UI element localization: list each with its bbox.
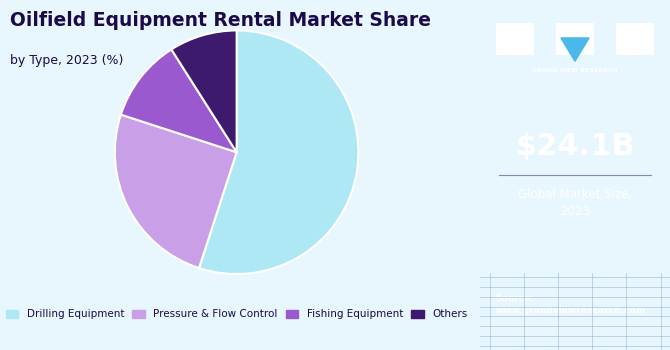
Wedge shape xyxy=(199,30,358,274)
Text: $24.1B: $24.1B xyxy=(515,133,634,161)
Wedge shape xyxy=(121,49,237,152)
Text: by Type, 2023 (%): by Type, 2023 (%) xyxy=(10,54,123,67)
Text: GRAND VIEW RESEARCH: GRAND VIEW RESEARCH xyxy=(532,68,618,73)
Bar xyxy=(555,23,594,55)
Bar xyxy=(616,23,655,55)
Text: Oilfield Equipment Rental Market Share: Oilfield Equipment Rental Market Share xyxy=(10,10,431,29)
Bar xyxy=(496,23,535,55)
Wedge shape xyxy=(115,114,237,268)
Text: Global Market Size,
2023: Global Market Size, 2023 xyxy=(518,188,632,218)
Polygon shape xyxy=(561,38,589,61)
Legend: Drilling Equipment, Pressure & Flow Control, Fishing Equipment, Others: Drilling Equipment, Pressure & Flow Cont… xyxy=(1,305,472,324)
Wedge shape xyxy=(172,30,237,152)
Text: Source:
www.grandviewresearch.com: Source: www.grandviewresearch.com xyxy=(495,294,645,315)
